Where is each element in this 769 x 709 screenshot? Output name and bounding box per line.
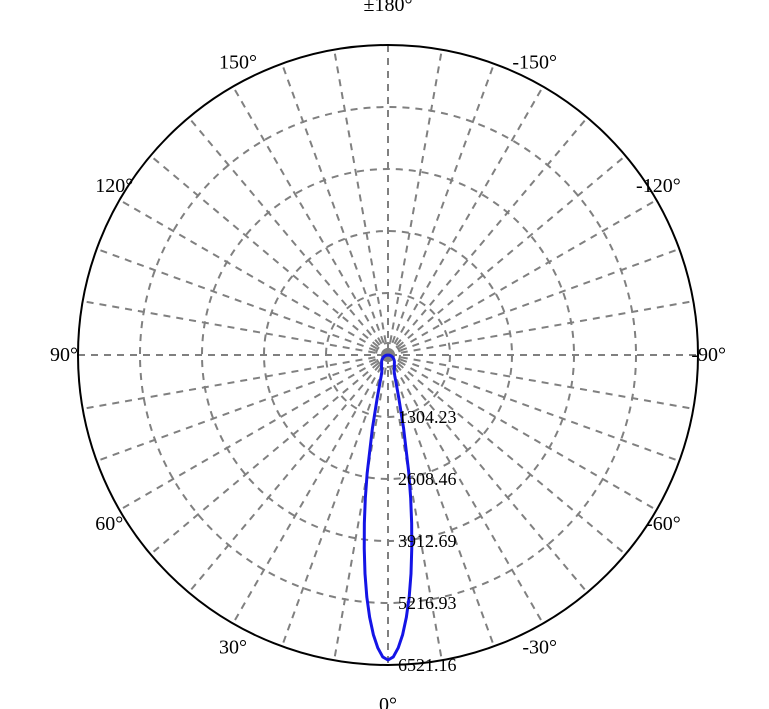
angle-tick-label: -30° [522, 637, 557, 659]
angle-tick-label: 90° [50, 344, 78, 366]
radial-tick-label: 1304.23 [398, 407, 457, 427]
angle-tick-label: -150° [512, 51, 557, 73]
angle-tick-label: 30° [219, 637, 247, 659]
angle-tick-label: 0° [379, 694, 397, 709]
angle-tick-label: 120° [95, 175, 133, 197]
radial-tick-label: 6521.16 [398, 655, 457, 675]
angle-tick-label: -120° [636, 175, 681, 197]
radial-tick-label: 3912.69 [398, 531, 457, 551]
angle-tick-label: ±180° [364, 0, 413, 16]
angle-tick-label: -60° [646, 513, 681, 535]
angle-tick-label: 150° [219, 51, 257, 73]
polar-chart: 1304.23 2608.46 3912.69 5216.93 6521.16 0° 30… [0, 0, 769, 709]
radial-tick-label: 2608.46 [398, 469, 457, 489]
angle-tick-label: -90° [691, 344, 726, 366]
angle-tick-label: 60° [95, 513, 123, 535]
radial-tick-label: 5216.93 [398, 593, 457, 613]
